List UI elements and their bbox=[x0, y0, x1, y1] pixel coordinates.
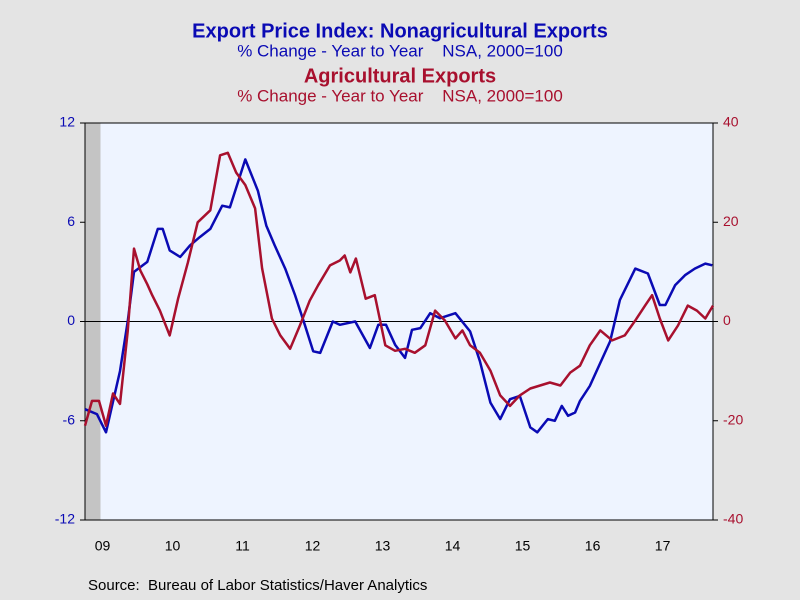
chart-title-2: Agricultural Exports bbox=[304, 65, 496, 87]
source: Source: Bureau of Labor Statistics/Haver… bbox=[88, 577, 427, 594]
x-tick-label: 09 bbox=[95, 538, 111, 554]
y-tick-label: 0 bbox=[67, 312, 75, 328]
x-tick-label: 16 bbox=[585, 538, 601, 554]
series-line bbox=[83, 151, 715, 427]
y-tick-label: -6 bbox=[63, 411, 76, 427]
y-tick-label: -12 bbox=[55, 511, 75, 527]
y-tick-label: 6 bbox=[67, 213, 75, 229]
chart-subtitle-2: % Change - Year to Year NSA, 2000=100 bbox=[237, 86, 563, 105]
x-tick-label: 12 bbox=[305, 538, 321, 554]
series-line bbox=[84, 158, 713, 434]
y2-tick-label: -20 bbox=[723, 411, 743, 427]
x-tick-label: 14 bbox=[445, 538, 461, 554]
y2-tick-label: -40 bbox=[723, 511, 743, 527]
x-tick-label: 13 bbox=[375, 538, 391, 554]
y2-tick-label: 40 bbox=[723, 114, 739, 130]
x-tick-label: 17 bbox=[655, 538, 671, 554]
y2-tick-label: 20 bbox=[723, 213, 739, 229]
y2-tick-label: 0 bbox=[723, 312, 731, 328]
y-tick-label: 12 bbox=[59, 114, 75, 130]
x-tick-label: 11 bbox=[235, 538, 250, 554]
chart-subtitle: % Change - Year to Year NSA, 2000=100 bbox=[237, 41, 563, 60]
x-tick-label: 15 bbox=[515, 538, 531, 554]
x-tick-label: 10 bbox=[165, 538, 181, 554]
chart-title: Export Price Index: Nonagricultural Expo… bbox=[192, 20, 608, 42]
